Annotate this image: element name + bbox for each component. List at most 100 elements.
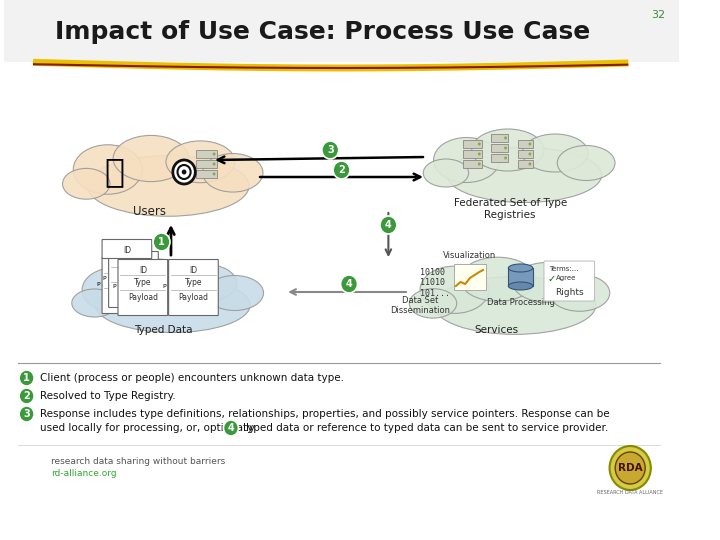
Text: Rights: Rights — [555, 288, 584, 297]
Circle shape — [173, 160, 195, 184]
Text: typed data or reference to typed data can be sent to service provider.: typed data or reference to typed data ca… — [243, 423, 608, 433]
Text: ID: ID — [123, 264, 131, 273]
Text: Payload: Payload — [179, 293, 209, 302]
Ellipse shape — [120, 259, 192, 301]
Text: Typed Data: Typed Data — [134, 325, 193, 335]
Text: 1: 1 — [158, 237, 165, 247]
Bar — [454, 264, 486, 290]
Circle shape — [212, 152, 215, 156]
Bar — [492, 134, 508, 142]
Circle shape — [212, 172, 215, 176]
Bar — [197, 170, 217, 178]
Text: 4: 4 — [346, 279, 352, 289]
Text: Resolved to Type Registry.: Resolved to Type Registry. — [40, 391, 176, 401]
Text: 3: 3 — [327, 145, 333, 155]
Ellipse shape — [522, 134, 588, 172]
Ellipse shape — [508, 264, 533, 272]
Ellipse shape — [420, 266, 489, 313]
Text: 4: 4 — [228, 423, 234, 433]
Bar — [197, 150, 217, 158]
Bar — [4, 0, 679, 62]
Ellipse shape — [87, 156, 249, 216]
Ellipse shape — [460, 257, 536, 301]
Text: Agree: Agree — [556, 275, 577, 281]
Ellipse shape — [472, 129, 544, 171]
Ellipse shape — [423, 159, 469, 187]
Circle shape — [380, 216, 397, 234]
Text: Response includes type definitions, relationships, properties, and possibly serv: Response includes type definitions, rela… — [40, 409, 609, 419]
Text: Payload: Payload — [112, 291, 142, 300]
Circle shape — [478, 143, 481, 145]
Circle shape — [322, 141, 338, 159]
Text: P: P — [96, 282, 99, 287]
FancyBboxPatch shape — [102, 258, 152, 314]
Ellipse shape — [206, 275, 264, 310]
Text: 1: 1 — [23, 373, 30, 383]
Text: 10100
11010
101...: 10100 11010 101... — [420, 268, 450, 298]
Ellipse shape — [72, 289, 117, 317]
Text: ID: ID — [189, 266, 197, 275]
Ellipse shape — [447, 147, 602, 202]
Circle shape — [333, 161, 350, 179]
Text: Data Processing: Data Processing — [487, 298, 554, 307]
Text: Client (process or people) encounters unknown data type.: Client (process or people) encounters un… — [40, 373, 343, 383]
FancyBboxPatch shape — [168, 260, 218, 315]
Circle shape — [181, 170, 186, 174]
Ellipse shape — [409, 289, 456, 318]
Text: P: P — [102, 276, 107, 281]
Bar — [492, 144, 508, 152]
Text: 2: 2 — [338, 165, 345, 175]
Text: ID: ID — [123, 246, 131, 255]
Ellipse shape — [166, 141, 235, 183]
Text: Federated Set of Type
Registries: Federated Set of Type Registries — [454, 198, 567, 220]
Circle shape — [528, 143, 531, 145]
Circle shape — [478, 152, 481, 156]
Circle shape — [212, 163, 215, 165]
Text: ID: ID — [139, 266, 147, 275]
Circle shape — [528, 163, 531, 165]
Ellipse shape — [171, 264, 237, 302]
Text: Services: Services — [474, 325, 518, 335]
Bar — [197, 160, 217, 168]
Circle shape — [341, 275, 357, 293]
Text: Users: Users — [133, 205, 166, 218]
Bar — [464, 160, 482, 168]
Text: rd-alliance.org: rd-alliance.org — [51, 469, 117, 478]
Ellipse shape — [557, 145, 615, 180]
Text: ✓: ✓ — [548, 274, 556, 284]
Circle shape — [19, 406, 34, 422]
Circle shape — [223, 420, 238, 436]
Text: Type: Type — [118, 276, 135, 285]
Text: P: P — [163, 285, 166, 289]
Circle shape — [19, 388, 34, 404]
Circle shape — [504, 157, 507, 159]
Ellipse shape — [82, 267, 148, 313]
Bar — [518, 160, 533, 168]
Bar — [464, 150, 482, 158]
Text: P: P — [112, 285, 116, 289]
Text: Data Set
Dissemination: Data Set Dissemination — [390, 296, 450, 315]
Text: 32: 32 — [652, 10, 666, 20]
Text: RDA: RDA — [618, 463, 642, 473]
Ellipse shape — [113, 136, 189, 181]
Text: Type: Type — [125, 270, 143, 279]
Text: Payload: Payload — [128, 293, 158, 302]
Ellipse shape — [202, 153, 263, 192]
FancyBboxPatch shape — [102, 240, 152, 259]
Circle shape — [153, 233, 170, 251]
Ellipse shape — [96, 278, 250, 333]
Ellipse shape — [63, 168, 110, 199]
FancyBboxPatch shape — [118, 260, 168, 315]
Text: Payload: Payload — [119, 285, 148, 294]
Circle shape — [610, 446, 651, 490]
Ellipse shape — [513, 262, 582, 302]
Text: RESEARCH DATA ALLIANCE: RESEARCH DATA ALLIANCE — [597, 490, 663, 495]
Ellipse shape — [549, 274, 610, 311]
FancyBboxPatch shape — [109, 252, 158, 307]
Ellipse shape — [433, 138, 500, 183]
Text: 4: 4 — [385, 220, 392, 230]
Text: 3: 3 — [23, 409, 30, 419]
Circle shape — [504, 146, 507, 150]
Text: 2: 2 — [23, 391, 30, 401]
Text: 👥: 👥 — [104, 156, 125, 188]
